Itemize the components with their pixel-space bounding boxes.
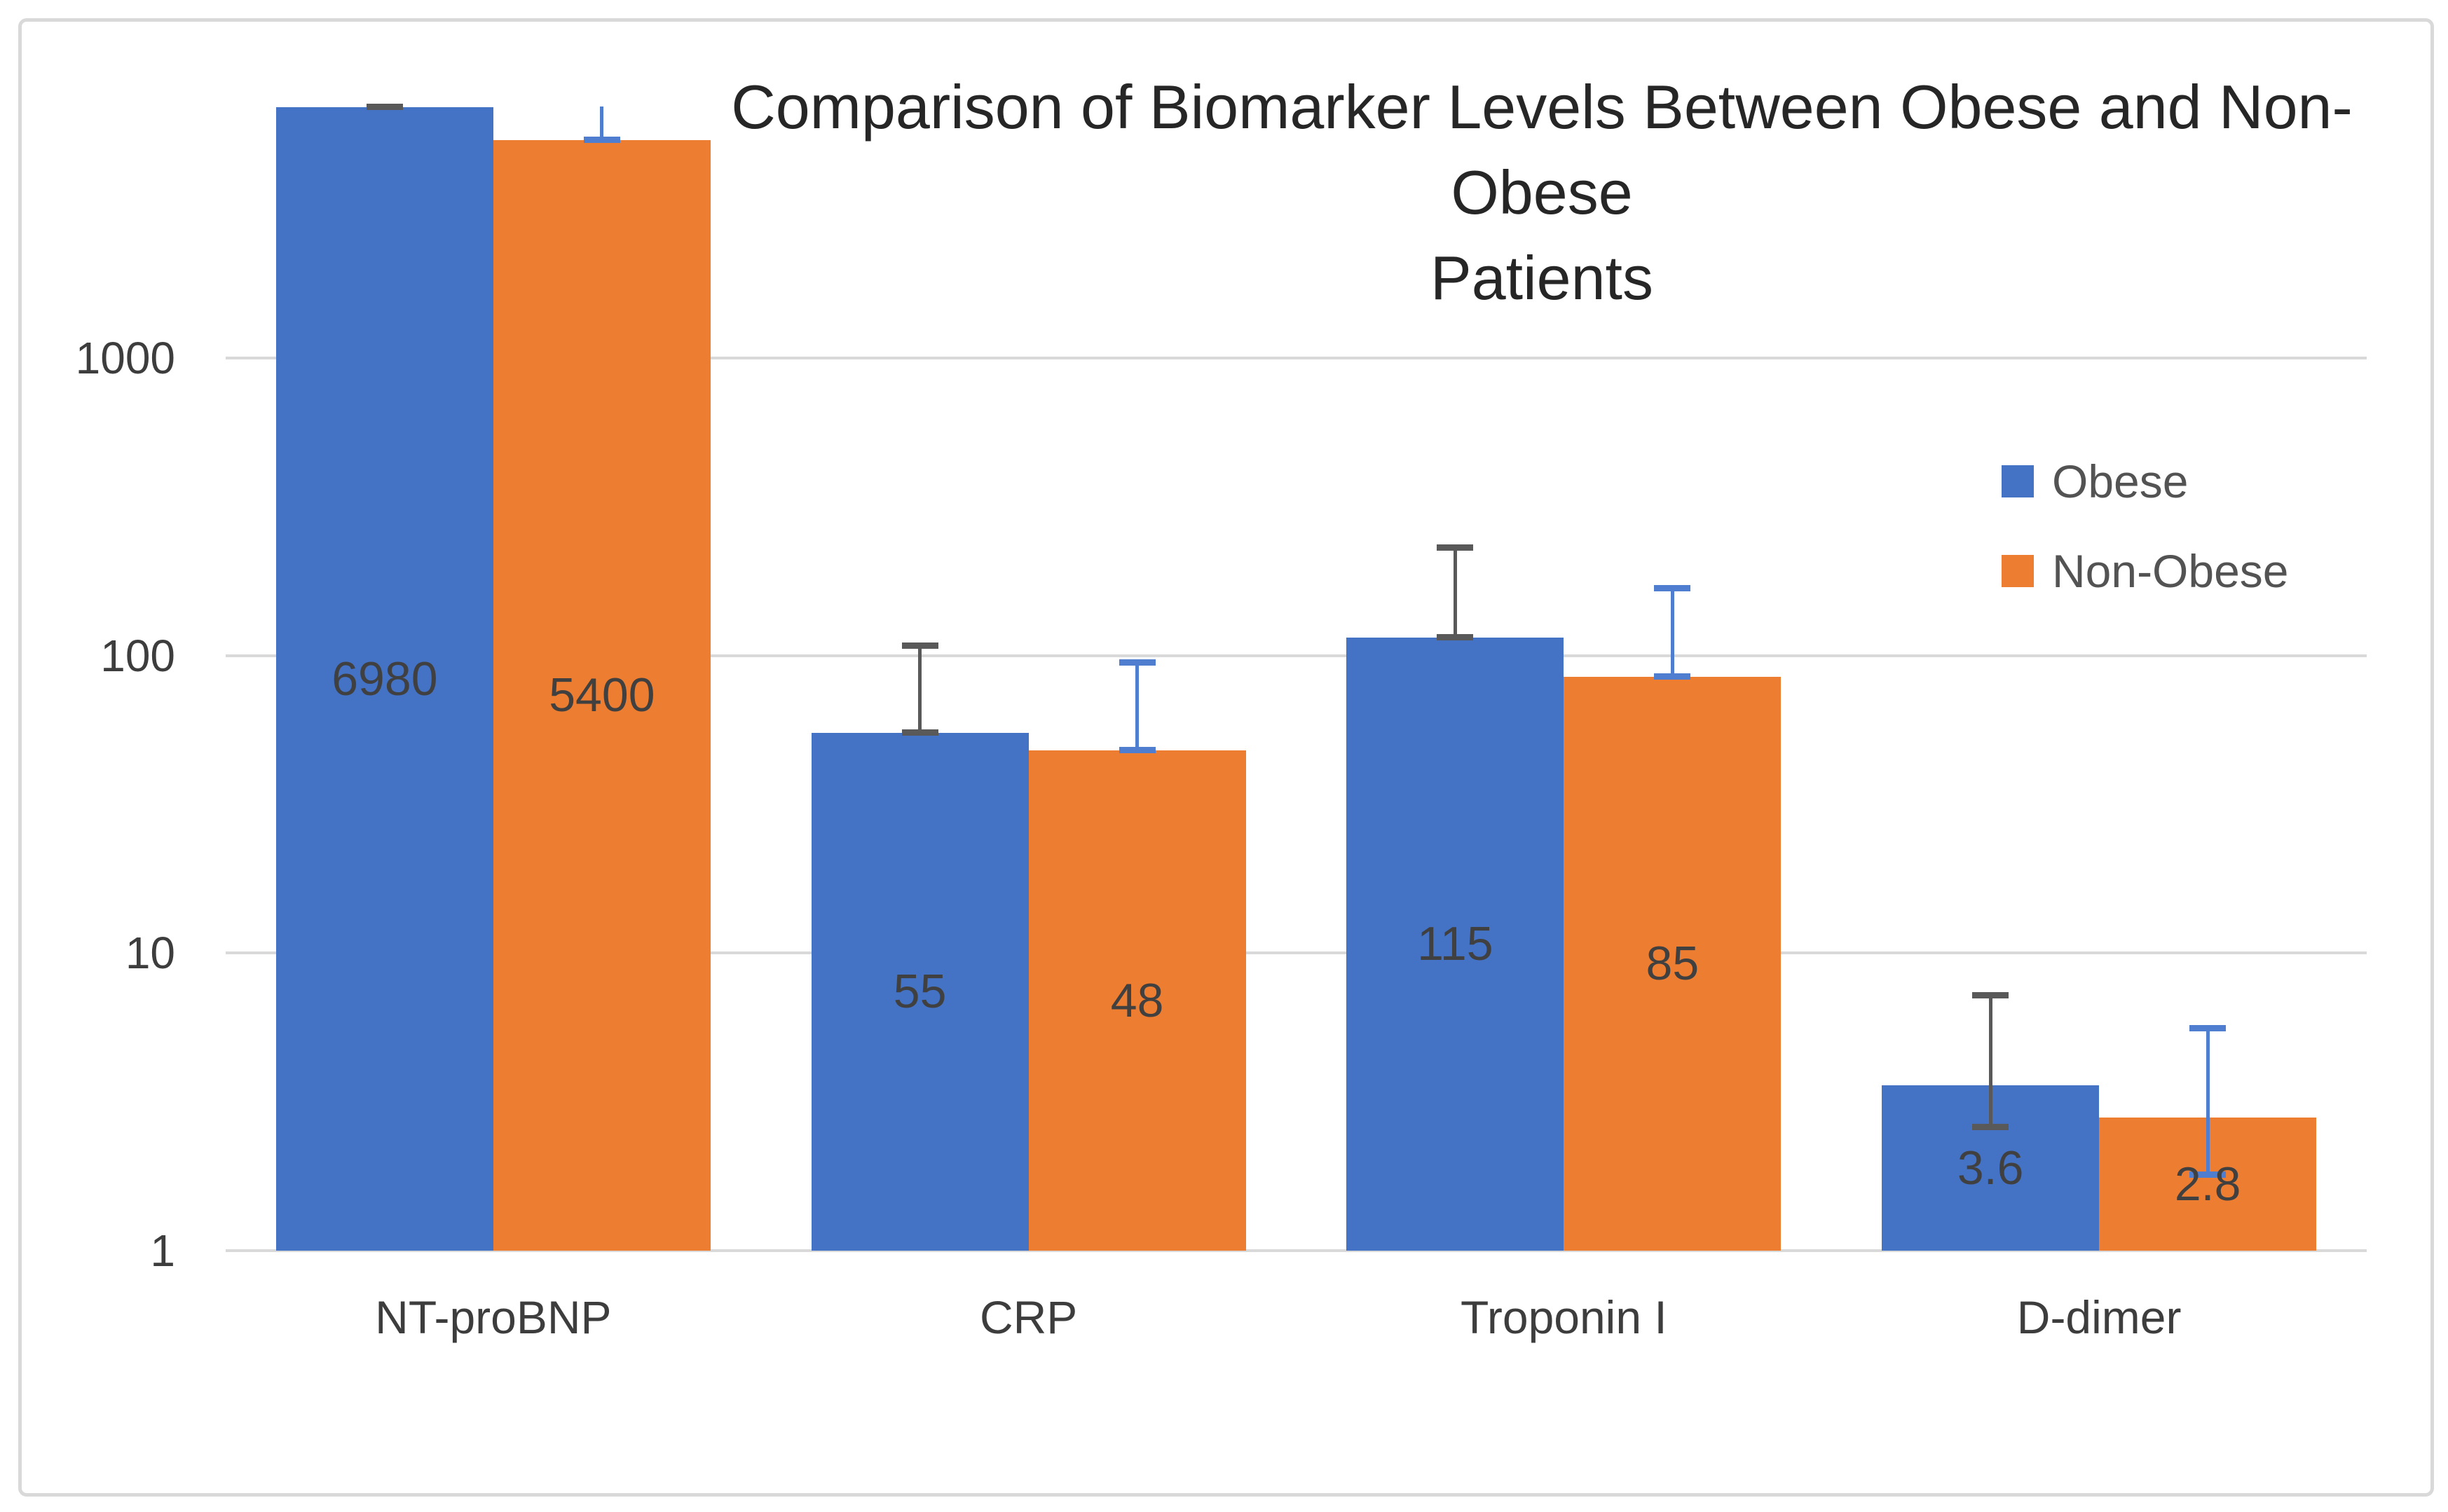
- y-tick-label-100: 100: [100, 630, 175, 681]
- error-bar-low-cap-obese-crp: [901, 729, 938, 736]
- x-category-label-crp: CRP: [979, 1291, 1078, 1343]
- gridline-1: [226, 1249, 2367, 1252]
- error-bar-low-cap-non-obese-d-dimer: [2189, 1171, 2227, 1178]
- data-label-obese-d-dimer: 3.6: [1957, 1141, 2024, 1195]
- bar-obese-troponin-i: [1346, 637, 1564, 1251]
- error-bar-high-cap-obese-troponin-i: [1437, 544, 1474, 551]
- legend-item-obese: Obese: [2002, 455, 2188, 507]
- legend-swatch-obese: [2002, 465, 2034, 497]
- legend-swatch-non-obese: [2002, 555, 2034, 587]
- bar-obese-crp: [811, 732, 1029, 1251]
- y-tick-label-1: 1: [150, 1225, 175, 1276]
- error-bar-whisker-non-obese-nt-probnp: [600, 106, 604, 140]
- error-bar-low-cap-obese-d-dimer: [1972, 1124, 2009, 1131]
- legend-label-obese: Obese: [2052, 455, 2189, 507]
- error-bar-low-cap-non-obese-nt-probnp: [583, 137, 620, 144]
- error-bar-high-cap-obese-crp: [901, 642, 938, 649]
- error-bar-high-cap-non-obese-d-dimer: [2189, 1024, 2227, 1031]
- gridline-10: [226, 951, 2367, 955]
- bar-non-obese-troponin-i: [1564, 676, 1782, 1251]
- x-category-label-nt-probnp: NT-proBNP: [375, 1291, 612, 1343]
- data-label-non-obese-troponin-i: 85: [1646, 937, 1700, 991]
- legend-label-non-obese: Non-Obese: [2052, 545, 2289, 597]
- data-label-non-obese-nt-probnp: 5400: [549, 668, 655, 722]
- legend-item-non-obese: Non-Obese: [2002, 545, 2289, 597]
- error-bar-whisker-obese-d-dimer: [1988, 995, 1992, 1127]
- error-bar-whisker-obese-troponin-i: [1453, 547, 1457, 638]
- gridline-100: [226, 654, 2367, 657]
- chart-title: Comparison of Biomarker Levels Between O…: [666, 64, 2418, 321]
- data-label-obese-troponin-i: 115: [1417, 917, 1493, 971]
- error-bar-low-cap-non-obese-crp: [1119, 747, 1156, 754]
- error-bar-whisker-non-obese-troponin-i: [1670, 588, 1674, 677]
- data-label-non-obese-crp: 48: [1110, 973, 1164, 1027]
- chart-title-line-2: Patients: [1430, 243, 1653, 312]
- bar-non-obese-nt-probnp: [493, 139, 711, 1251]
- y-tick-label-1000: 1000: [75, 332, 175, 383]
- error-bar-whisker-non-obese-d-dimer: [2206, 1028, 2210, 1175]
- bar-obese-nt-probnp: [275, 106, 493, 1251]
- error-bar-high-cap-non-obese-troponin-i: [1654, 585, 1691, 592]
- x-category-label-troponin-i: Troponin I: [1461, 1291, 1667, 1343]
- error-bar-low-cap-obese-nt-probnp: [366, 104, 403, 111]
- x-category-label-d-dimer: D-dimer: [2016, 1291, 2182, 1343]
- y-tick-label-10: 10: [125, 928, 175, 979]
- error-bar-low-cap-obese-troponin-i: [1437, 634, 1474, 641]
- error-bar-high-cap-obese-d-dimer: [1972, 992, 2009, 999]
- chart-title-line-1: Comparison of Biomarker Levels Between O…: [731, 72, 2353, 227]
- error-bar-low-cap-non-obese-troponin-i: [1654, 673, 1691, 680]
- gridline-1000: [226, 356, 2367, 359]
- bar-non-obese-crp: [1028, 750, 1246, 1251]
- error-bar-high-cap-non-obese-crp: [1119, 659, 1156, 666]
- error-bar-whisker-obese-crp: [918, 645, 922, 733]
- error-bar-whisker-non-obese-crp: [1135, 662, 1140, 750]
- data-label-obese-crp: 55: [893, 965, 947, 1019]
- data-label-non-obese-d-dimer: 2.8: [2174, 1157, 2241, 1211]
- data-label-obese-nt-probnp: 6980: [331, 652, 438, 706]
